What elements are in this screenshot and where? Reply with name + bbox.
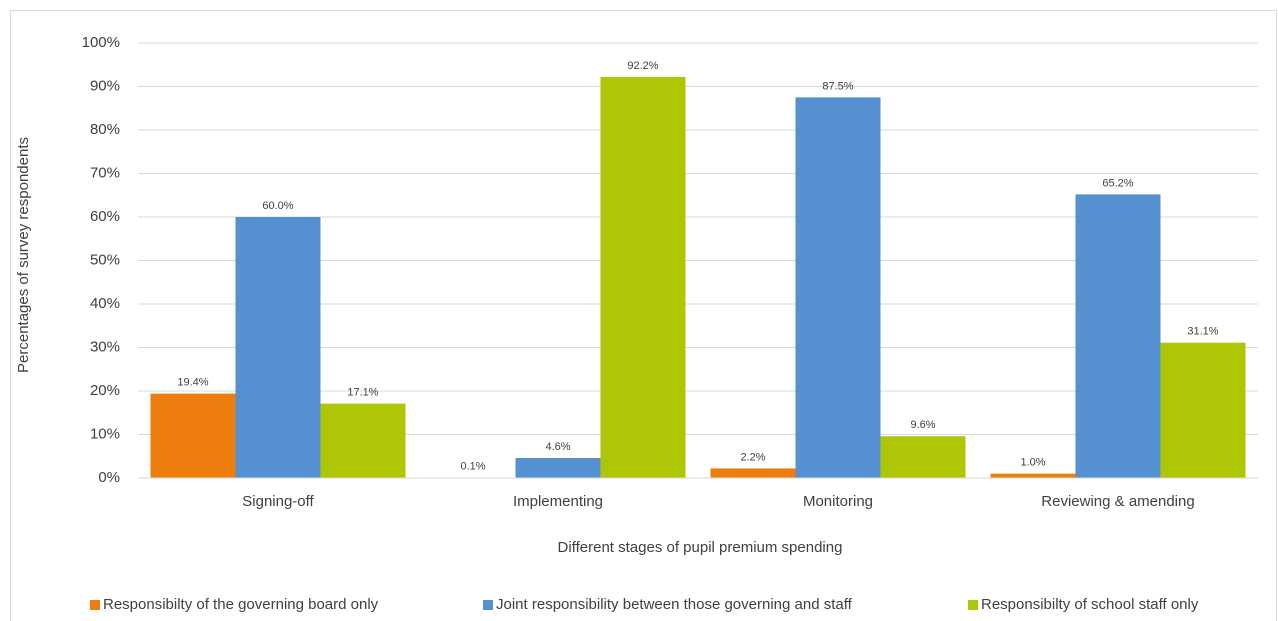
bar: [150, 393, 236, 478]
legend-swatch: [968, 600, 978, 610]
y-tick-label: 40%: [90, 295, 120, 312]
value-label: 2.2%: [740, 451, 765, 463]
bar: [1160, 342, 1246, 478]
chart-border: [10, 10, 1277, 621]
legend-swatch: [90, 600, 100, 610]
x-tick-label: Signing-off: [242, 493, 314, 510]
value-label: 31.1%: [1187, 326, 1218, 338]
bar: [880, 436, 966, 478]
y-tick-label: 20%: [90, 382, 120, 399]
bar: [320, 403, 406, 478]
bar: [990, 473, 1076, 478]
y-axis-title: Percentages of survey respondents: [15, 137, 32, 373]
value-label: 60.0%: [262, 200, 293, 212]
legend-swatch: [483, 600, 493, 610]
x-tick-label: Monitoring: [803, 493, 873, 510]
value-label: 17.1%: [347, 387, 378, 399]
bar: [710, 468, 796, 478]
y-tick-label: 80%: [90, 121, 120, 138]
legend-label: Responsibilty of the governing board onl…: [103, 596, 379, 613]
y-tick-label: 30%: [90, 338, 120, 355]
value-label: 65.2%: [1102, 177, 1133, 189]
bar: [795, 97, 881, 478]
value-label: 1.0%: [1020, 457, 1045, 469]
value-label: 4.6%: [545, 441, 570, 453]
value-label: 19.4%: [177, 377, 208, 389]
legend-label: Responsibilty of school staff only: [981, 596, 1199, 613]
x-axis-title: Different stages of pupil premium spendi…: [558, 539, 843, 556]
bar: [235, 217, 321, 478]
legend-label: Joint responsibility between those gover…: [496, 596, 853, 613]
x-tick-label: Reviewing & amending: [1041, 493, 1194, 510]
x-tick-label: Implementing: [513, 493, 603, 510]
y-tick-label: 90%: [90, 77, 120, 94]
y-tick-label: 60%: [90, 208, 120, 225]
y-tick-label: 70%: [90, 164, 120, 181]
value-label: 92.2%: [627, 60, 658, 72]
value-label: 9.6%: [910, 419, 935, 431]
y-tick-label: 0%: [98, 469, 120, 486]
y-tick-label: 100%: [82, 34, 120, 51]
bar: [1075, 194, 1161, 478]
value-label: 87.5%: [822, 80, 853, 92]
y-tick-label: 50%: [90, 251, 120, 268]
bar: [600, 76, 686, 479]
bar: [515, 457, 601, 478]
value-label: 0.1%: [460, 460, 485, 472]
y-tick-label: 10%: [90, 425, 120, 442]
